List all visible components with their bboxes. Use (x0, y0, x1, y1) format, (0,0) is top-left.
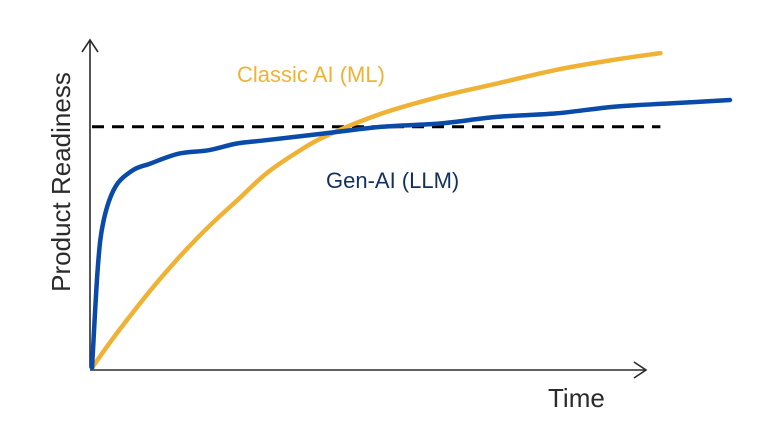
series-label-gen-ai: Gen-AI (LLM) (326, 168, 459, 193)
y-axis-arrow (81, 38, 99, 53)
series-label-classic-ai: Classic AI (ML) (237, 62, 385, 87)
y-axis (81, 38, 99, 368)
series-line-gen-ai (89, 97, 733, 371)
x-axis-arrow (633, 361, 648, 379)
series-line-classic-ai (89, 50, 663, 371)
y-axis-label: Product Readiness (46, 72, 76, 292)
x-axis (90, 361, 648, 379)
x-axis-label: Time (548, 383, 605, 413)
